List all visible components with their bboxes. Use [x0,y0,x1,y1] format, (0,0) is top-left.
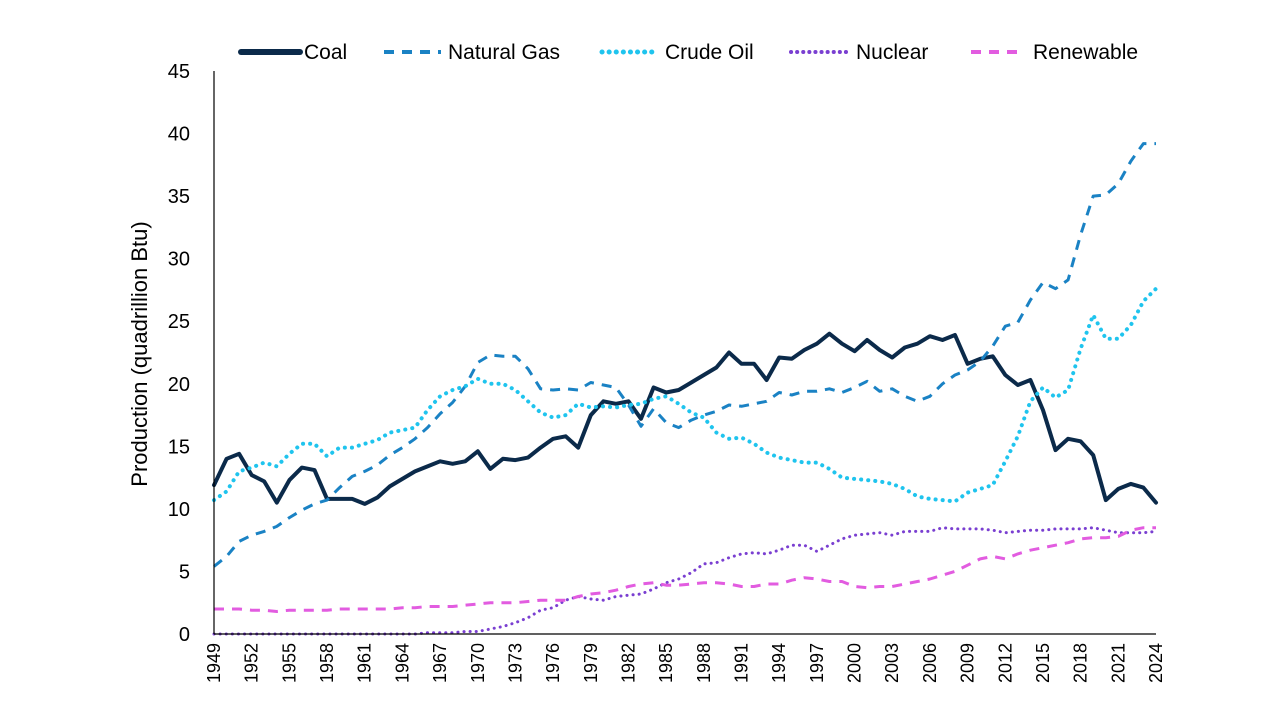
legend-label-coal: Coal [304,41,347,64]
y-tick-label: 0 [179,624,190,646]
x-tick-label: 2009 [958,643,978,683]
series-line-coal [212,331,1158,506]
y-tick-label: 35 [168,186,190,208]
y-axis-label: Production (quadrillion Btu) [127,221,152,486]
x-tick-label: 1973 [505,643,525,683]
series-line-natural-gas [213,142,1156,568]
x-tick-label: 1979 [581,643,601,683]
plot-series [212,142,1158,636]
x-tick-label: 1949 [204,643,224,683]
x-tick-label: 1991 [732,643,752,683]
x-tick-label: 2000 [845,643,865,683]
x-tick-label: 1994 [769,643,789,683]
y-tick-label: 25 [168,311,190,333]
x-tick-label: 2024 [1146,643,1166,683]
y-tick-labels: 0 5 10 15 20 25 30 35 40 45 [168,61,190,646]
x-tick-label: 1985 [656,643,676,683]
legend-label-renewable: Renewable [1033,41,1138,64]
legend-label-natural-gas: Natural Gas [448,41,560,64]
y-tick-label: 30 [168,249,190,271]
x-tick-label: 1964 [392,643,412,683]
x-tick-labels: 1949 1952 1955 1958 1961 1964 1967 1970 1973 1976… [204,643,1166,683]
y-tick-label: 40 [168,124,190,146]
y-tick-label: 15 [168,436,190,458]
x-tick-label: 2003 [882,643,902,683]
legend-item-natural-gas: Natural Gas [384,41,560,64]
x-tick-label: 2018 [1071,643,1091,683]
x-tick-label: 1997 [807,643,827,683]
series-line-crude-oil [212,286,1158,504]
legend: Coal Natural Gas Crude Oil Nuclear Renewable [238,41,1138,64]
x-tick-label: 1976 [543,643,563,683]
x-tick-label: 2006 [920,643,940,683]
y-tick-label: 10 [168,499,190,521]
legend-label-crude-oil: Crude Oil [665,41,754,64]
x-tick-label: 1967 [430,643,450,683]
y-tick-label: 45 [168,61,190,83]
legend-item-renewable: Renewable [971,41,1138,64]
series-line-renewable [214,526,1156,613]
legend-label-nuclear: Nuclear [856,41,928,64]
x-tick-label: 1955 [279,643,299,683]
legend-item-crude-oil: Crude Oil [599,41,754,64]
x-tick-label: 1958 [317,643,337,683]
x-tick-label: 1952 [242,643,262,683]
legend-item-coal: Coal [238,41,347,64]
x-tick-label: 2021 [1108,643,1128,683]
y-tick-label: 5 [179,561,190,583]
x-tick-label: 2015 [1033,643,1053,683]
x-tick-label: 1961 [355,643,375,683]
axes [213,71,1156,635]
y-tick-label: 20 [168,374,190,396]
x-tick-label: 2012 [995,643,1015,683]
x-tick-label: 1988 [694,643,714,683]
x-tick-label: 1970 [468,643,488,683]
x-tick-label: 1982 [619,643,639,683]
legend-item-nuclear: Nuclear [789,41,928,64]
series-line-nuclear [212,526,1158,636]
